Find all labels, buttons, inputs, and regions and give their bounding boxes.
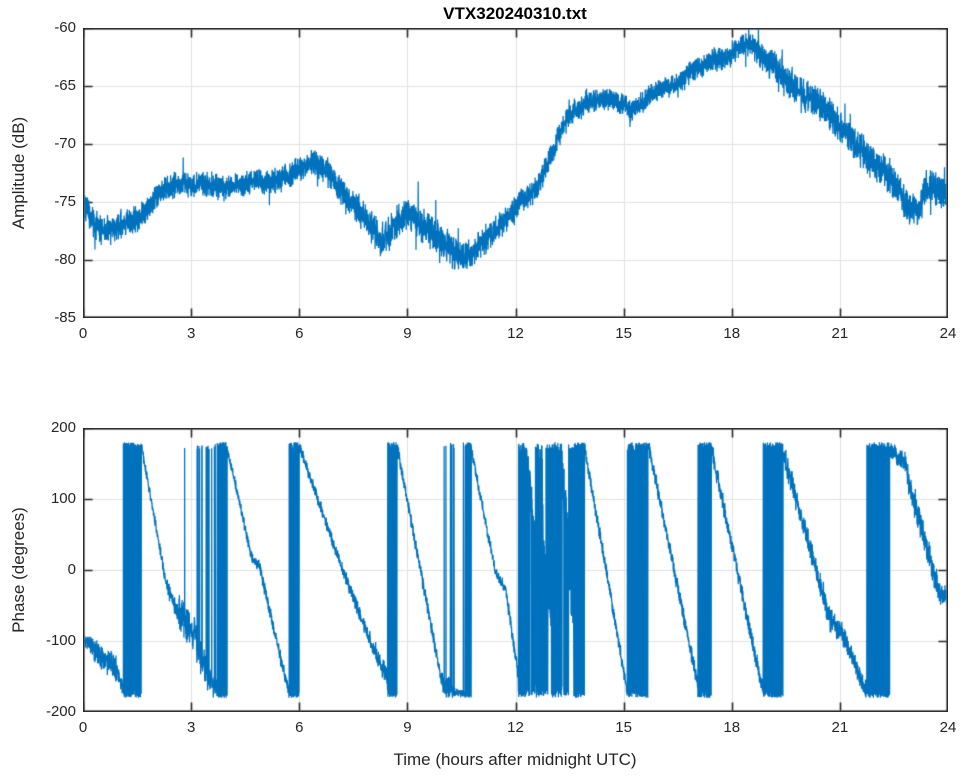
phase-ytick-label: 100	[50, 490, 76, 507]
amplitude-xtick-label: 6	[295, 325, 304, 342]
phase-ytick-label: -200	[45, 703, 76, 720]
x-axis-label: Time (hours after midnight UTC)	[393, 750, 637, 769]
plot-title: VTX320240310.txt	[443, 4, 587, 23]
phase-ytick-label: 0	[67, 561, 76, 578]
phase-xtick-label: 18	[723, 719, 741, 736]
amplitude-plot-area	[83, 28, 948, 318]
phase-xtick-label: 9	[403, 719, 412, 736]
phase-plot-area	[83, 428, 948, 712]
amplitude-ytick-label: -85	[54, 309, 76, 326]
amplitude-ytick-label: -70	[54, 135, 76, 152]
phase-ytick-label: 200	[50, 419, 76, 436]
phase-xtick-label: 3	[186, 719, 196, 736]
phase-xtick-label: 21	[831, 719, 849, 736]
amplitude-xtick-label: 21	[831, 325, 849, 342]
amplitude-xtick-label: 9	[403, 325, 412, 342]
amplitude-ytick-label: -60	[54, 19, 76, 36]
amplitude-y-axis-label: Amplitude (dB)	[9, 116, 28, 230]
amplitude-ytick-label: -75	[54, 193, 76, 210]
phase-xtick-label: 6	[295, 719, 304, 736]
phase-xtick-label: 15	[615, 719, 632, 736]
phase-xtick-label: 24	[939, 719, 957, 736]
amplitude-xtick-label: 15	[615, 325, 632, 342]
amplitude-ytick-label: -80	[54, 251, 76, 268]
amplitude-xtick-label: 12	[507, 325, 524, 342]
amplitude-xtick-label: 24	[939, 325, 957, 342]
amplitude-xtick-label: 3	[186, 325, 196, 342]
phase-xtick-label: 12	[507, 719, 524, 736]
phase-xtick-label: 0	[78, 719, 88, 736]
amplitude-ytick-label: -65	[54, 77, 76, 94]
amplitude-xtick-label: 18	[723, 325, 741, 342]
amplitude-xtick-label: 0	[78, 325, 88, 342]
phase-ytick-label: -100	[45, 632, 76, 649]
